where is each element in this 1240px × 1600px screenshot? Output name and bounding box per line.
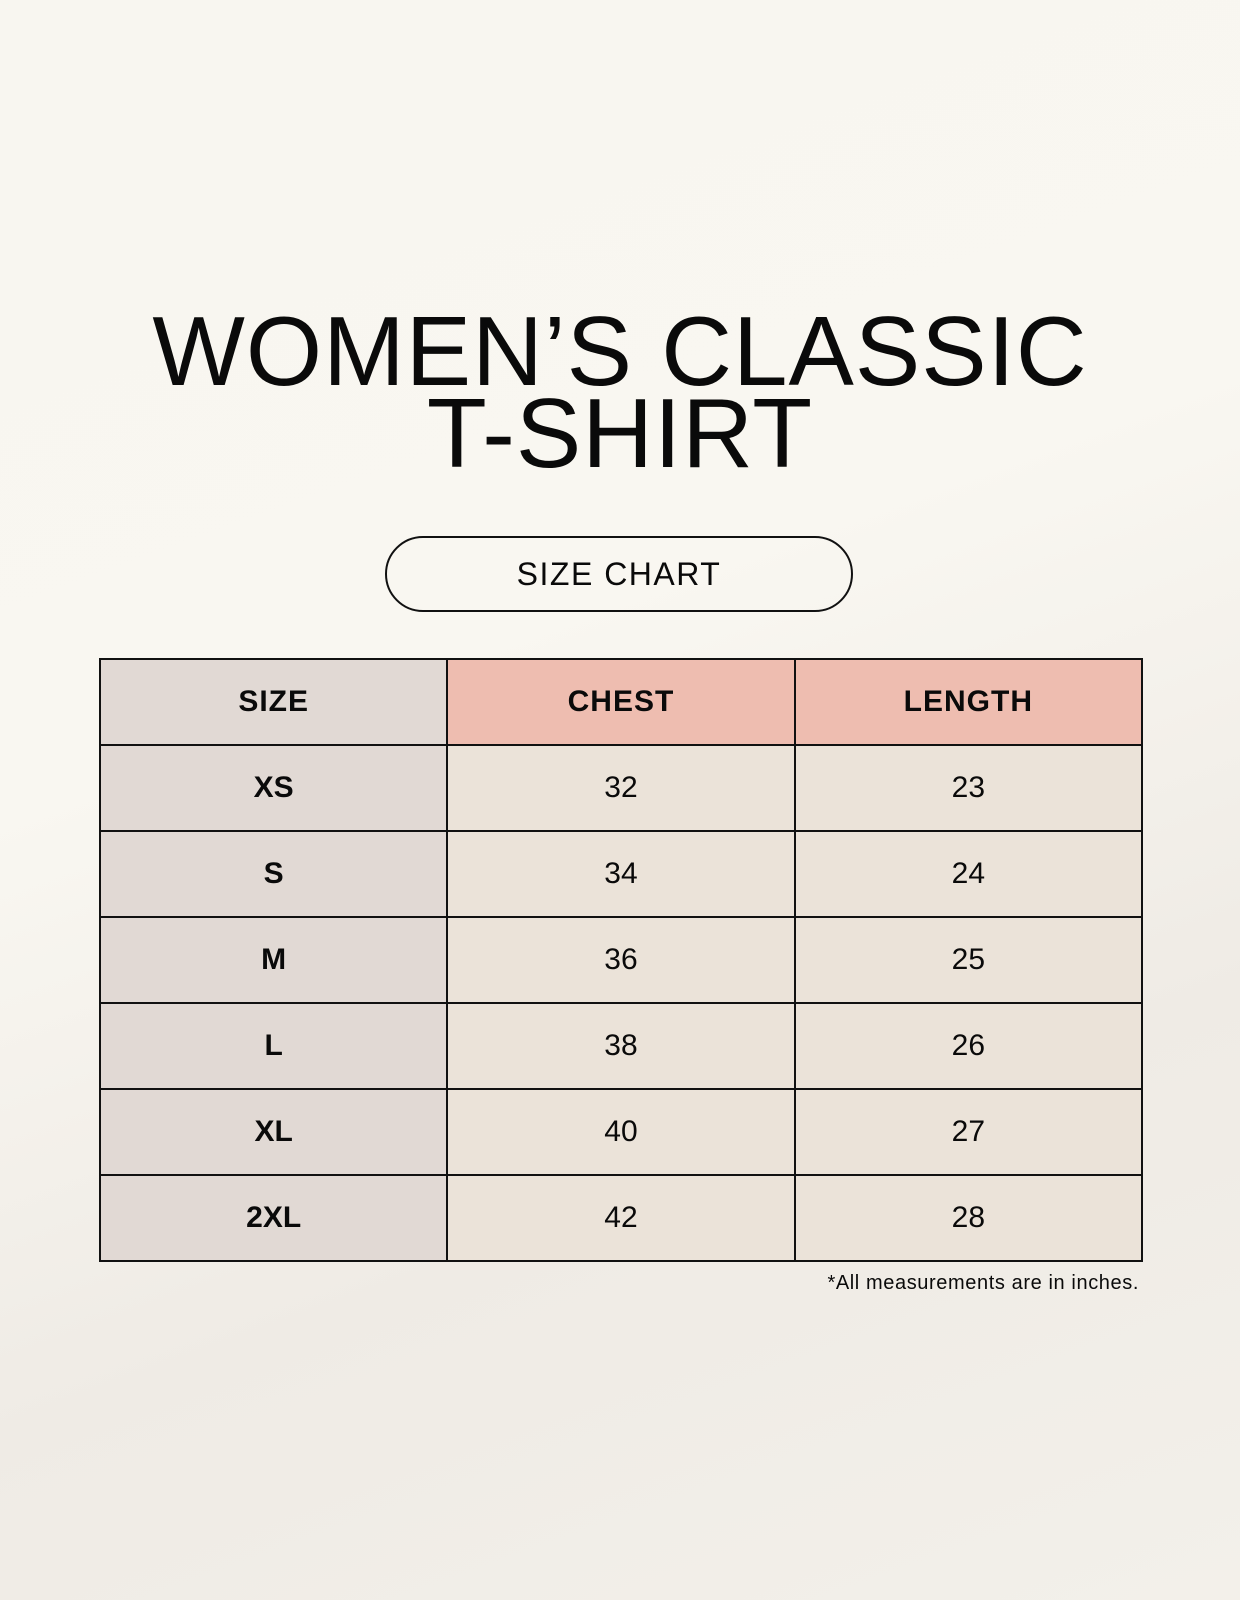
cell-length: 23: [793, 744, 1144, 832]
cell-chest: 32: [446, 744, 796, 832]
cell-size: 2XL: [98, 1174, 449, 1262]
cell-chest: 42: [446, 1174, 796, 1262]
title-line-1: WOMEN’S CLASSIC: [152, 296, 1088, 406]
header-length: LENGTH: [793, 658, 1144, 746]
table-row: XL 40 27: [98, 1088, 1144, 1176]
cell-chest: 36: [446, 916, 796, 1004]
table-row: XS 32 23: [98, 744, 1144, 832]
title-line-2: T-SHIRT: [426, 378, 814, 488]
size-chart-badge: SIZE CHART: [385, 536, 853, 612]
cell-size: M: [98, 916, 449, 1004]
cell-size: S: [98, 830, 449, 918]
cell-length: 26: [793, 1002, 1144, 1090]
table-row: M 36 25: [98, 916, 1144, 1004]
footnote: *All measurements are in inches.: [827, 1272, 1139, 1294]
cell-chest: 40: [446, 1088, 796, 1176]
cell-length: 25: [793, 916, 1144, 1004]
cell-length: 27: [793, 1088, 1144, 1176]
table-row: L 38 26: [98, 1002, 1144, 1090]
header-size: SIZE: [98, 658, 449, 746]
cell-size: XL: [98, 1088, 449, 1176]
cell-length: 24: [793, 830, 1144, 918]
size-table: SIZE CHEST LENGTH XS 32 23 S 34 24 M 36 25 L 38 26 X…: [98, 658, 1144, 1262]
cell-size: XS: [98, 744, 449, 832]
header-chest: CHEST: [446, 658, 796, 746]
table-header-row: SIZE CHEST LENGTH: [98, 658, 1144, 746]
table-row: S 34 24: [98, 830, 1144, 918]
table-row: 2XL 42 28: [98, 1174, 1144, 1262]
cell-chest: 38: [446, 1002, 796, 1090]
cell-length: 28: [793, 1174, 1144, 1262]
cell-size: L: [98, 1002, 449, 1090]
page-title: WOMEN’S CLASSIC T-SHIRT: [0, 296, 1240, 488]
cell-chest: 34: [446, 830, 796, 918]
